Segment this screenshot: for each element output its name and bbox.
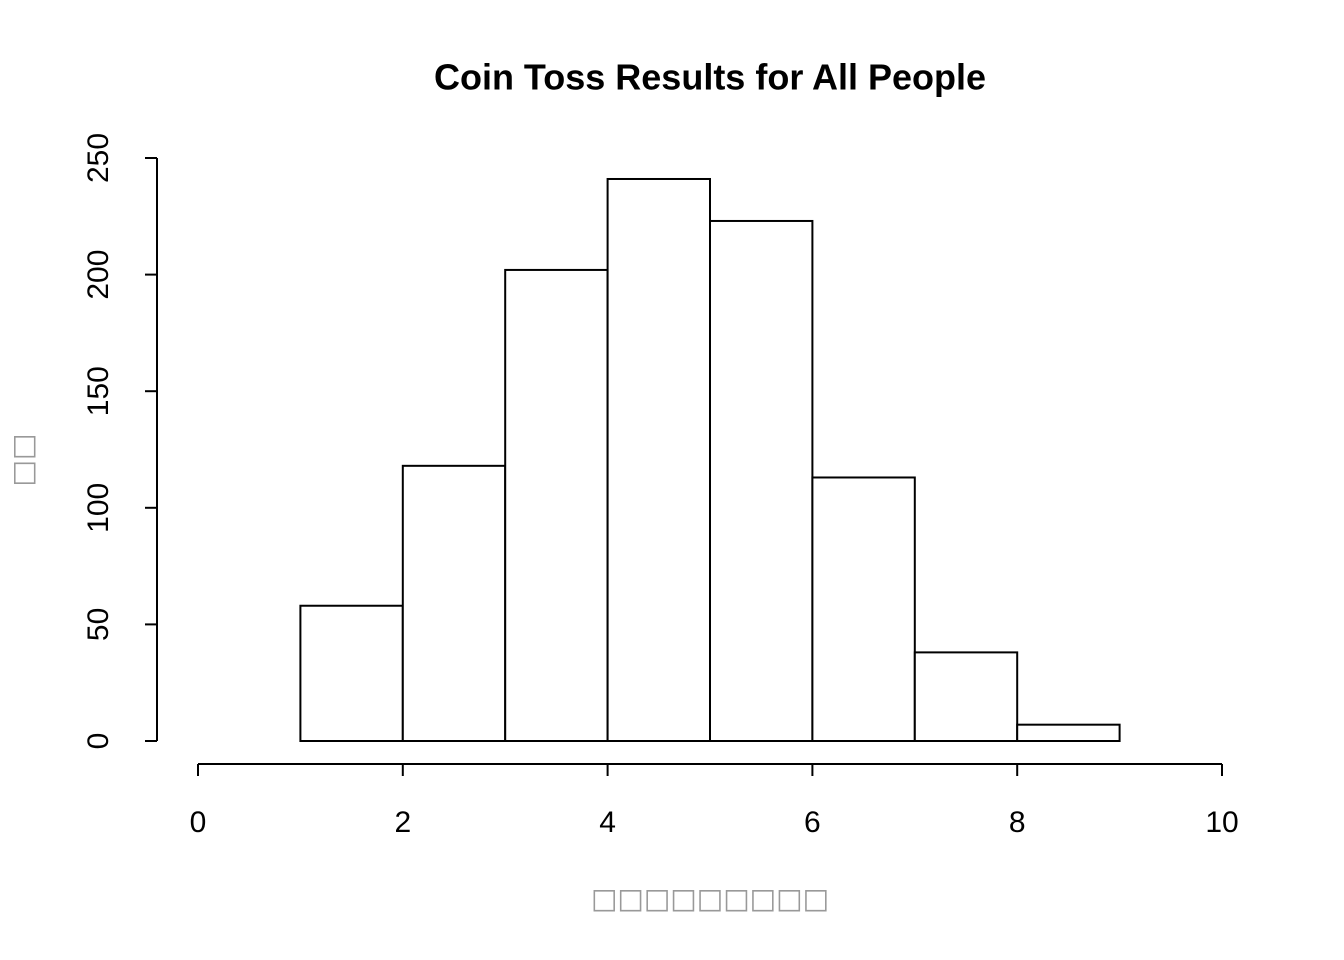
x-tick-label: 8 bbox=[1009, 806, 1026, 839]
x-axis-label: □□□□□□□□□ bbox=[591, 882, 829, 915]
bar bbox=[1016, 723, 1121, 743]
x-tick-label: 6 bbox=[804, 806, 821, 839]
x-tick-label: 0 bbox=[190, 806, 207, 839]
bar bbox=[913, 651, 1019, 742]
y-tick-label: 100 bbox=[82, 483, 115, 533]
y-tick-label: 50 bbox=[82, 608, 115, 641]
bar bbox=[709, 219, 814, 743]
y-tick-label: 150 bbox=[82, 366, 115, 416]
y-tick-label: 0 bbox=[82, 733, 115, 750]
x-tick-label: 4 bbox=[599, 806, 616, 839]
x-tick-label: 2 bbox=[394, 806, 411, 839]
y-tick-label: 250 bbox=[82, 133, 115, 183]
bar bbox=[504, 268, 609, 742]
bar bbox=[299, 604, 404, 743]
y-axis-label: □□ bbox=[6, 434, 39, 487]
bar bbox=[811, 476, 916, 742]
y-tick-label: 200 bbox=[82, 250, 115, 300]
bar bbox=[606, 177, 711, 743]
x-tick-label: 10 bbox=[1205, 806, 1238, 839]
chart-title: Coin Toss Results for All People bbox=[434, 57, 986, 98]
bar bbox=[401, 464, 507, 742]
